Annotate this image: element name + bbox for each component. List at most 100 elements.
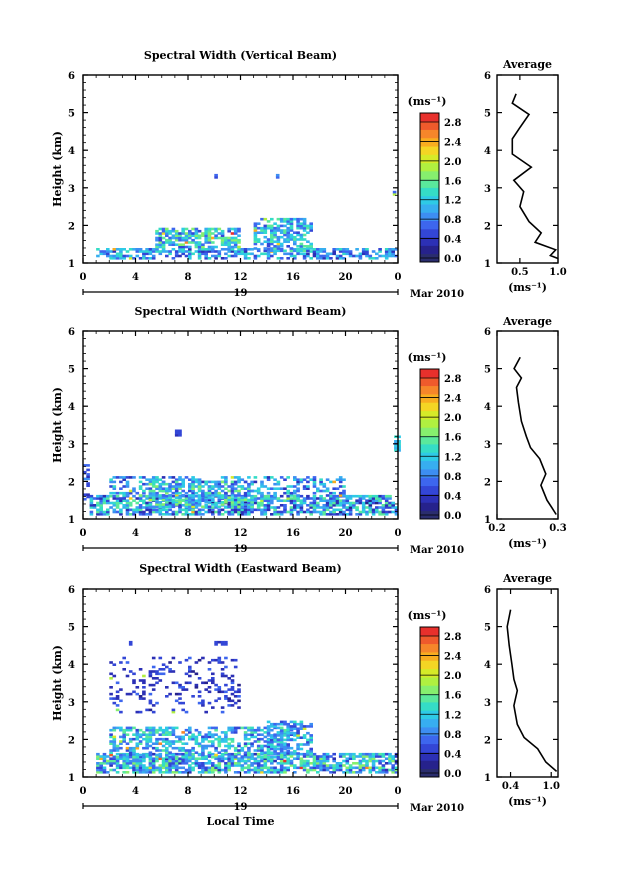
heatmap-cell (319, 764, 323, 767)
heatmap-cell (299, 759, 304, 763)
heatmap-cell (230, 686, 235, 689)
heatmap-cell (260, 751, 264, 754)
heatmap-cell (112, 494, 117, 498)
heatmap-cell (207, 501, 212, 504)
heatmap-cell (322, 510, 327, 514)
heatmap-cell (332, 510, 336, 514)
heatmap-cell (227, 688, 231, 691)
heatmap-cell (211, 232, 215, 235)
heatmap-cell (181, 227, 185, 231)
heatmap-cell (240, 768, 245, 772)
heatmap-cell (325, 755, 330, 758)
heatmap-cell (161, 494, 166, 497)
heatmap-cell (128, 726, 133, 730)
heatmap-cell (151, 496, 156, 499)
heatmap-cell (89, 497, 94, 500)
heatmap-cell (171, 485, 176, 488)
heatmap-cell (289, 506, 294, 509)
heatmap-cell (148, 501, 153, 505)
heatmap-cell (204, 746, 208, 750)
heatmap-cell (227, 762, 231, 765)
heatmap-cell (283, 759, 287, 763)
heatmap-cell (161, 498, 166, 502)
heatmap-cell (178, 683, 182, 687)
colorbar-swatch (420, 710, 439, 720)
heatmap-cell (243, 498, 248, 502)
heatmap-cell (240, 252, 245, 256)
heatmap-cell (181, 513, 185, 516)
heatmap-cell (191, 498, 195, 502)
heatmap-cell (204, 236, 208, 240)
heatmap-cell (151, 683, 156, 687)
heatmap-cell (204, 227, 208, 231)
heatmap-cell (283, 722, 287, 726)
heatmap-cell (243, 735, 248, 739)
heatmap-cell (181, 252, 185, 256)
heatmap-cell (138, 499, 143, 502)
heatmap-cell (260, 513, 264, 516)
heatmap-cell (217, 656, 222, 660)
heatmap-cell (279, 720, 284, 724)
heatmap-cell (230, 510, 235, 514)
heatmap-cell (352, 771, 356, 774)
heatmap-cell (135, 744, 140, 748)
heatmap-cell (119, 499, 123, 502)
heatmap-cell (214, 733, 218, 736)
heatmap-cell (322, 506, 327, 509)
heatmap-cell (227, 496, 231, 499)
heatmap-cell (348, 766, 353, 770)
heatmap-cell (224, 252, 228, 256)
heatmap-cell (348, 510, 353, 514)
heatmap-cell (276, 224, 281, 228)
heatmap-cell (312, 485, 317, 488)
heatmap-cell (142, 681, 146, 685)
heatmap-cell (312, 752, 317, 756)
heatmap-cell (306, 476, 310, 479)
heatmap-cell (227, 489, 231, 493)
heatmap-cell (115, 757, 120, 760)
heatmap-cell (184, 759, 189, 763)
heatmap-cell (201, 755, 205, 759)
heatmap-cell (227, 742, 231, 745)
heatmap-cell (224, 482, 228, 486)
heatmap-cell (348, 250, 353, 253)
heatmap-cell (391, 254, 395, 258)
heatmap-cell (217, 485, 222, 488)
heatmap-cell (168, 252, 172, 256)
heatmap-cell (316, 766, 320, 770)
heatmap-cell (168, 508, 172, 512)
heatmap-cell (230, 658, 235, 662)
heatmap-cell (250, 733, 254, 736)
heatmap-cell (161, 508, 166, 512)
heatmap-cell (207, 731, 212, 734)
heatmap-cell (338, 257, 343, 260)
heatmap-cell (273, 478, 277, 481)
heatmap-cell (361, 252, 366, 256)
heatmap-cell (168, 232, 172, 235)
heatmap-cell (106, 510, 110, 514)
heatmap-cell (174, 243, 179, 246)
heatmap-cell (256, 497, 261, 500)
average-y-tick-label: 6 (484, 71, 491, 82)
heatmap-cell (394, 248, 399, 251)
heatmap-cell (142, 764, 146, 767)
heatmap-cell (112, 744, 117, 748)
heatmap-cell (302, 254, 307, 258)
heatmap-cell (188, 487, 192, 490)
heatmap-cell (233, 757, 238, 760)
heatmap-cell (253, 222, 258, 225)
heatmap-cell (148, 672, 153, 676)
heatmap-cell (224, 487, 228, 490)
heatmap-cell (306, 485, 310, 488)
heatmap-cell (286, 233, 290, 237)
heatmap-cell (289, 247, 294, 250)
heatmap-cell (240, 764, 245, 767)
y-tick-label: 4 (68, 660, 75, 671)
heatmap-cell (132, 499, 136, 502)
heatmap-cell (276, 238, 281, 241)
heatmap-cell (233, 496, 238, 499)
heatmap-cell (286, 240, 290, 243)
heatmap-cell (286, 752, 290, 755)
heatmap-cell (132, 513, 136, 516)
heatmap-cell (230, 762, 235, 765)
